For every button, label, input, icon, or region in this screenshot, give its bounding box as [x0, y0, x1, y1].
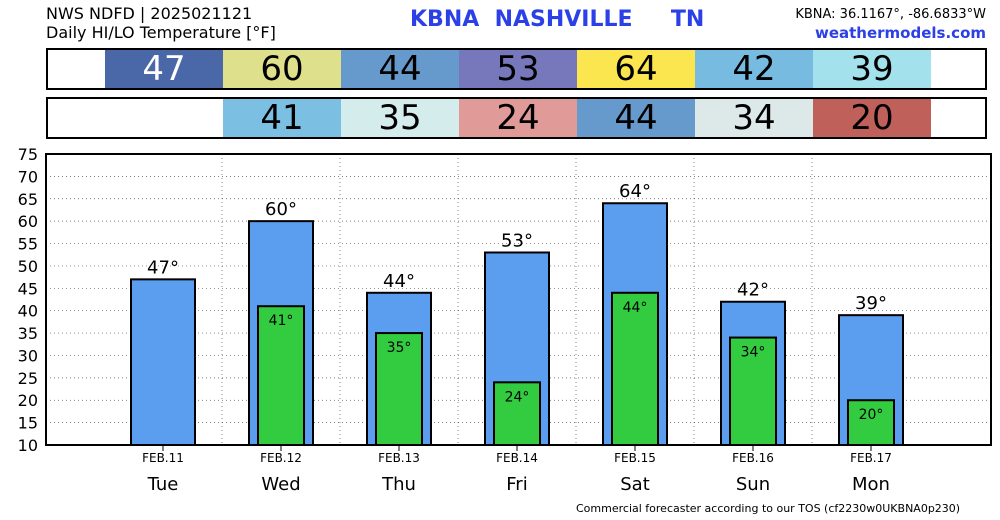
plot-frame: [45, 153, 992, 446]
low-bar-label: 44°: [623, 300, 648, 316]
low-bar-label: 34°: [741, 345, 766, 361]
y-tick-label: 45: [18, 279, 38, 298]
y-tick-label: 70: [18, 167, 38, 186]
low-bar: [729, 336, 777, 446]
high-bar-label: 53°: [501, 230, 533, 251]
chart-header-left: NWS NDFD | 2025021121 Daily HI/LO Temper…: [46, 4, 276, 42]
low-strip-cell: 24: [459, 98, 577, 138]
y-tick-label: 30: [18, 346, 38, 365]
model-run-label: NWS NDFD | 2025021121: [46, 4, 253, 23]
y-tick-label: 75: [18, 145, 38, 164]
low-bar-label: 41°: [269, 313, 294, 329]
day-label: Sat: [620, 474, 650, 495]
y-tick-label: 60: [18, 212, 38, 231]
date-label: FEB.17: [850, 451, 892, 465]
date-label: FEB.14: [496, 451, 538, 465]
low-bar: [257, 305, 305, 447]
high-bar: [130, 278, 196, 446]
y-tick-label: 10: [18, 436, 38, 455]
low-strip-cell: 44: [577, 98, 695, 138]
y-tick-label: 15: [18, 414, 38, 433]
high-bar-label: 44°: [383, 271, 415, 292]
high-strip-cell: 39: [813, 49, 931, 89]
high-bar-label: 47°: [147, 257, 179, 278]
low-bar-label: 24°: [505, 389, 530, 405]
low-strip-cell: 20: [813, 98, 931, 138]
high-bar-label: 39°: [855, 293, 887, 314]
high-strip-cell: 44: [341, 49, 459, 89]
high-strip-cell: 64: [577, 49, 695, 89]
station-coords: KBNA: 36.1167°, -86.6833°W: [795, 7, 986, 22]
high-strip-cell: 53: [459, 49, 577, 89]
low-strip-cell: 34: [695, 98, 813, 138]
high-strip-cell: 42: [695, 49, 813, 89]
low-strip-cell: 41: [223, 98, 341, 138]
low-strip-cell: [105, 99, 223, 137]
high-strip-cell: 60: [223, 49, 341, 89]
day-label: Thu: [381, 474, 416, 495]
date-label: FEB.12: [260, 451, 302, 465]
day-label: Sun: [736, 474, 770, 495]
low-bar: [611, 291, 659, 446]
low-bar: [493, 381, 541, 447]
y-tick-label: 50: [18, 257, 38, 276]
high-bar-label: 64°: [619, 181, 651, 202]
high-strip-cell: 47: [105, 49, 223, 89]
day-label: Tue: [147, 474, 179, 495]
y-tick-label: 35: [18, 324, 38, 343]
y-tick-label: 55: [18, 235, 38, 254]
date-label: FEB.16: [732, 451, 774, 465]
low-strip-cell: 35: [341, 98, 459, 138]
date-label: FEB.11: [142, 451, 184, 465]
high-temp-strip: 47 60 44 53 64 42 39: [46, 48, 987, 90]
day-label: Wed: [261, 474, 300, 495]
day-label: Fri: [506, 474, 527, 495]
y-tick-label: 25: [18, 369, 38, 388]
y-tick-label: 65: [18, 190, 38, 209]
site-link[interactable]: weathermodels.com: [814, 24, 986, 42]
date-label: FEB.13: [378, 451, 420, 465]
high-bar-label: 42°: [737, 280, 769, 301]
y-tick-label: 40: [18, 302, 38, 321]
high-bar-label: 60°: [265, 199, 297, 220]
footer-note: Commercial forecaster according to our T…: [576, 502, 961, 515]
y-tick-label: 20: [18, 391, 38, 410]
low-bar-label: 35°: [387, 340, 412, 356]
low-bar: [847, 399, 895, 447]
low-temp-strip: 41 35 24 44 34 20: [46, 97, 987, 139]
chart-header-right: KBNA: 36.1167°, -86.6833°W weathermodels…: [795, 5, 986, 43]
variable-label: Daily HI/LO Temperature [°F]: [46, 23, 276, 42]
day-label: Mon: [852, 474, 890, 495]
date-label: FEB.15: [614, 451, 656, 465]
station-title: KBNA NASHVILLE TN: [410, 7, 705, 32]
low-bar-label: 20°: [859, 407, 884, 423]
